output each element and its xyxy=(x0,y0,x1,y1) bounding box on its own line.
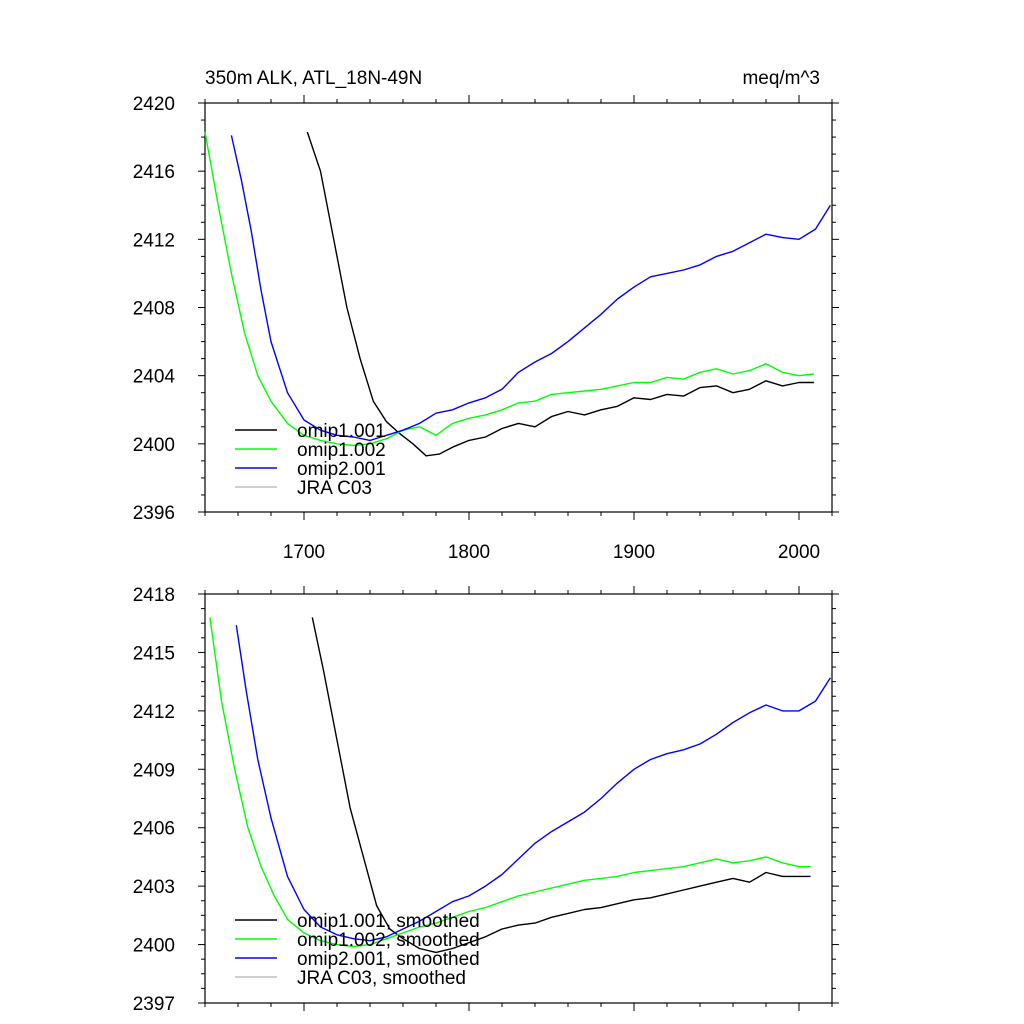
bottom-panel: 2397 2400 2403 2406 2409 2412 2415 2418 omip1.00… xyxy=(133,585,839,1015)
legend-label: JRA C03 xyxy=(297,478,372,499)
y-tick-label: 2403 xyxy=(133,877,175,898)
y-tick-label: 2397 xyxy=(133,994,175,1015)
legend-label: omip1.002 xyxy=(297,440,386,461)
y-tick-label: 2418 xyxy=(133,585,175,606)
series-line-omip1-001 xyxy=(306,131,814,457)
legend-label: omip1.001, smoothed xyxy=(297,911,480,932)
x-tick-label: 1700 xyxy=(283,542,325,563)
legend-label: omip1.002, smoothed xyxy=(297,930,480,951)
series-line-omip1-002-smoothed xyxy=(209,617,811,948)
y-tick-label: 2415 xyxy=(133,643,175,664)
series-line-omip1-002 xyxy=(204,131,814,447)
y-tick-label: 2400 xyxy=(133,936,175,957)
y-tick-label: 2420 xyxy=(133,94,175,115)
legend-label: omip1.001 xyxy=(297,421,386,442)
y-tick-label: 2412 xyxy=(133,230,175,251)
top-panel: 2396 2400 2404 2408 2412 2416 2420 1700 1800 1900… xyxy=(133,94,839,563)
chart-title: 350m ALK, ATL_18N-49N xyxy=(205,68,422,89)
y-tick-label: 2416 xyxy=(133,162,175,183)
y-tick-label: 2409 xyxy=(133,760,175,781)
legend-label: omip2.001 xyxy=(297,459,386,480)
x-tick-label: 1800 xyxy=(448,542,490,563)
y-tick-label: 2400 xyxy=(133,435,175,456)
series-line-omip2-001-smoothed xyxy=(235,625,831,942)
y-tick-label: 2408 xyxy=(133,299,175,320)
y-tick-label: 2396 xyxy=(133,503,175,524)
legend-label: omip2.001, smoothed xyxy=(297,949,480,970)
series-line-omip1-001-smoothed xyxy=(311,617,811,954)
legend-label: JRA C03, smoothed xyxy=(297,968,466,989)
y-tick-label: 2412 xyxy=(133,702,175,723)
series-line-omip2-001 xyxy=(230,135,831,442)
x-tick-label: 1900 xyxy=(613,542,655,563)
x-tick-label: 2000 xyxy=(778,542,820,563)
y-tick-label: 2404 xyxy=(133,367,176,388)
chart-units: meq/m^3 xyxy=(742,68,820,89)
y-tick-label: 2406 xyxy=(133,819,175,840)
